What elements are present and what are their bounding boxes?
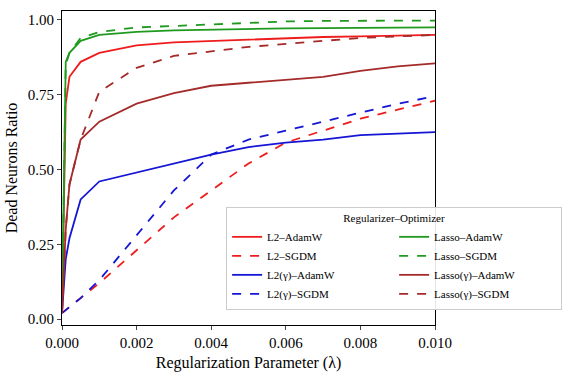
svg-text:Dead Neurons Ratio: Dead Neurons Ratio	[3, 103, 20, 234]
svg-text:Lasso(γ)–AdamW: Lasso(γ)–AdamW	[434, 269, 515, 282]
svg-text:0.008: 0.008	[344, 335, 378, 351]
svg-text:L2(γ)–AdamW: L2(γ)–AdamW	[267, 269, 335, 282]
svg-text:0.00: 0.00	[28, 311, 54, 327]
svg-text:0.50: 0.50	[28, 162, 54, 178]
svg-text:L2–AdamW: L2–AdamW	[267, 231, 323, 243]
svg-text:Regularization Parameter (λ): Regularization Parameter (λ)	[156, 354, 341, 372]
svg-text:0.002: 0.002	[120, 335, 154, 351]
svg-text:Lasso–SGDM: Lasso–SGDM	[434, 250, 497, 262]
svg-text:L2–SGDM: L2–SGDM	[267, 250, 317, 262]
svg-text:Lasso–AdamW: Lasso–AdamW	[434, 231, 503, 243]
svg-text:0.25: 0.25	[28, 237, 54, 253]
svg-text:0.004: 0.004	[194, 335, 228, 351]
svg-text:0.000: 0.000	[45, 335, 79, 351]
svg-text:0.006: 0.006	[269, 335, 303, 351]
svg-text:Regularizer–Optimizer: Regularizer–Optimizer	[343, 212, 445, 224]
svg-text:L2(γ)–SGDM: L2(γ)–SGDM	[267, 288, 329, 301]
svg-text:0.75: 0.75	[28, 87, 54, 103]
svg-text:0.010: 0.010	[418, 335, 452, 351]
svg-text:1.00: 1.00	[28, 12, 54, 28]
svg-text:Lasso(γ)–SGDM: Lasso(γ)–SGDM	[434, 288, 509, 301]
